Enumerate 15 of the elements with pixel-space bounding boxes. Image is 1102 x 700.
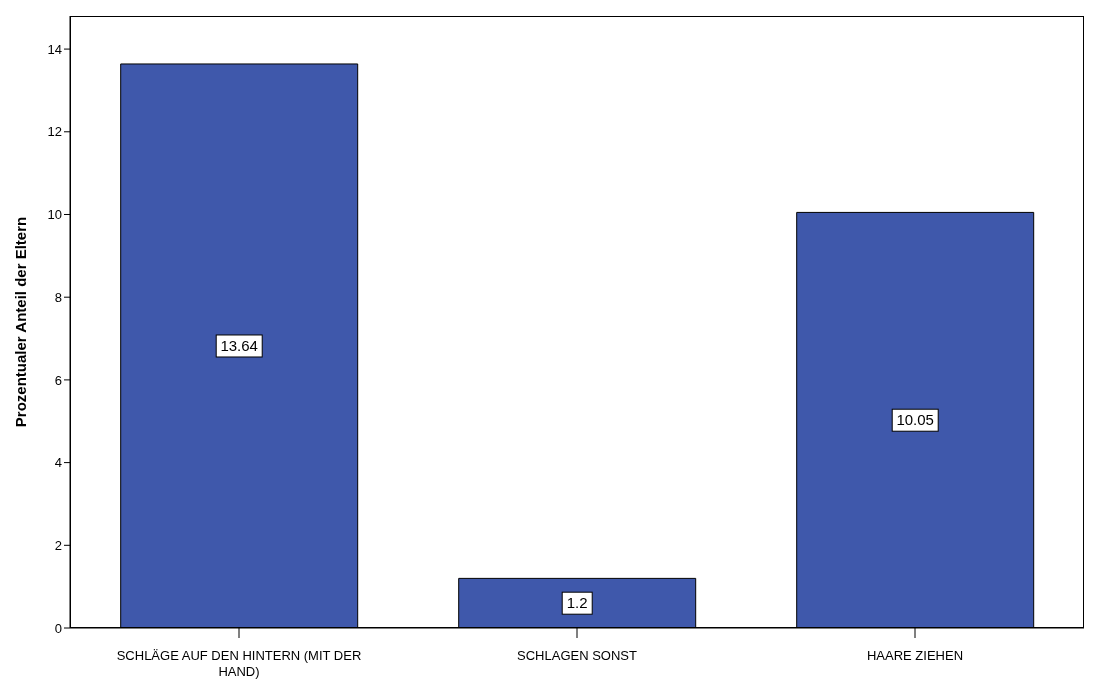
y-tick-label: 10 <box>47 207 62 223</box>
y-tick-label: 4 <box>54 455 62 471</box>
y-tick-label: 0 <box>54 620 62 636</box>
data-label: 10.05 <box>896 411 934 429</box>
y-axis-title: Prozentualer Anteil der Eltern <box>12 216 30 428</box>
data-label: 13.64 <box>220 336 258 354</box>
y-tick-label: 14 <box>47 41 62 57</box>
x-tick-label: HAARE ZIEHEN <box>866 648 964 663</box>
y-tick-label: 6 <box>54 372 62 388</box>
x-tick-label: SCHLÄGE AUF DEN HINTERN (MIT DER HAND) <box>116 648 362 679</box>
y-tick-label: 8 <box>54 289 62 305</box>
data-label: 1.2 <box>566 594 588 612</box>
y-tick-label: 2 <box>54 537 62 553</box>
y-tick-label: 12 <box>47 124 62 140</box>
x-tick-label: SCHLAGEN SONST <box>517 648 638 663</box>
